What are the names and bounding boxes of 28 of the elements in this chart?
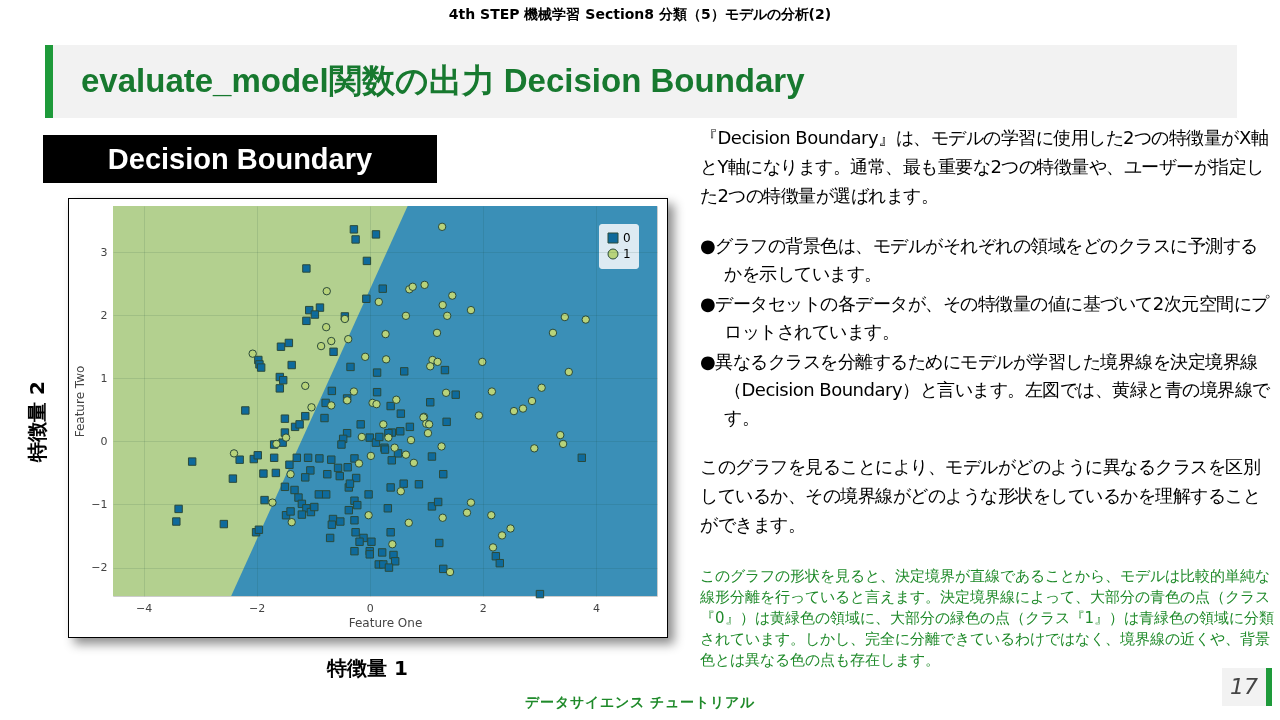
chart-title: evaluate_model関数の出力 Decision Boundary	[81, 61, 805, 101]
text: 『Decision Boundary』は、モデルの学習に使用した2つの特徴量がX軸とY軸になります。通常、最も重要な2つの特徴量や、ユーザーが指定した2つの特徴量が選ばれます。	[700, 126, 1270, 208]
x-tick-label: −2	[249, 601, 266, 615]
text: 17	[1222, 668, 1272, 706]
text: 特徴量 2	[24, 380, 50, 465]
legend-label: 0	[623, 231, 631, 245]
text: このグラフの形状を見ると、決定境界が直線であることから、モデルは比較的単純な線形分離を行っていると言えます。決定境界線によって、大部分の青色の点（クラス『0』）は黄緑色の領域に、大部分の緑色の点（クラス『1』）は青緑色の領域に分類されています。しかし、完全に分離できているわけではなく、境界線の近くや、背景色とは異なる色の点も存在します。	[700, 566, 1275, 671]
y-tick-label: 1	[100, 371, 108, 385]
x-tick-label: 2	[479, 601, 487, 615]
y-tick-label: 2	[100, 308, 108, 322]
text: ●データセットの各データが、その特徴量の値に基づいて2次元空間にプロットされています。	[700, 292, 1270, 344]
y-tick-label: −1	[91, 498, 108, 511]
x-tick-label: 4	[592, 601, 600, 615]
text: ●グラフの背景色は、モデルがそれぞれの領域をどのクラスに予測するかを示しています。	[700, 234, 1259, 286]
x-tick-label: 0	[366, 601, 374, 615]
legend-label: 1	[623, 247, 631, 261]
x-axis-title: Feature One	[348, 615, 423, 630]
text: データサイエンス チュートリアル	[524, 694, 756, 710]
y-tick-label: 3	[100, 245, 108, 259]
text: ●異なるクラスを分離するためにモデルが学習した境界線を決定境界線（Decision Boundary）と言います。左図では、黄緑と青の境界線です。	[700, 350, 1270, 430]
text: Decision Boundary	[43, 135, 437, 183]
text: このグラフを見ることにより、モデルがどのように異なるクラスを区別しているか、その境界線がどのような形状をしているかを理解することができます。	[700, 455, 1261, 537]
x-tick-label: −4	[135, 601, 153, 615]
y-tick-label: −2	[91, 561, 108, 575]
text: 4th STEP 機械学習 Section8 分類（5）モデルの分析(2)	[447, 6, 833, 24]
y-axis-title: Feature Two	[73, 365, 88, 438]
text: 特徴量 1	[325, 655, 409, 682]
y-tick-label: 0	[100, 434, 108, 448]
